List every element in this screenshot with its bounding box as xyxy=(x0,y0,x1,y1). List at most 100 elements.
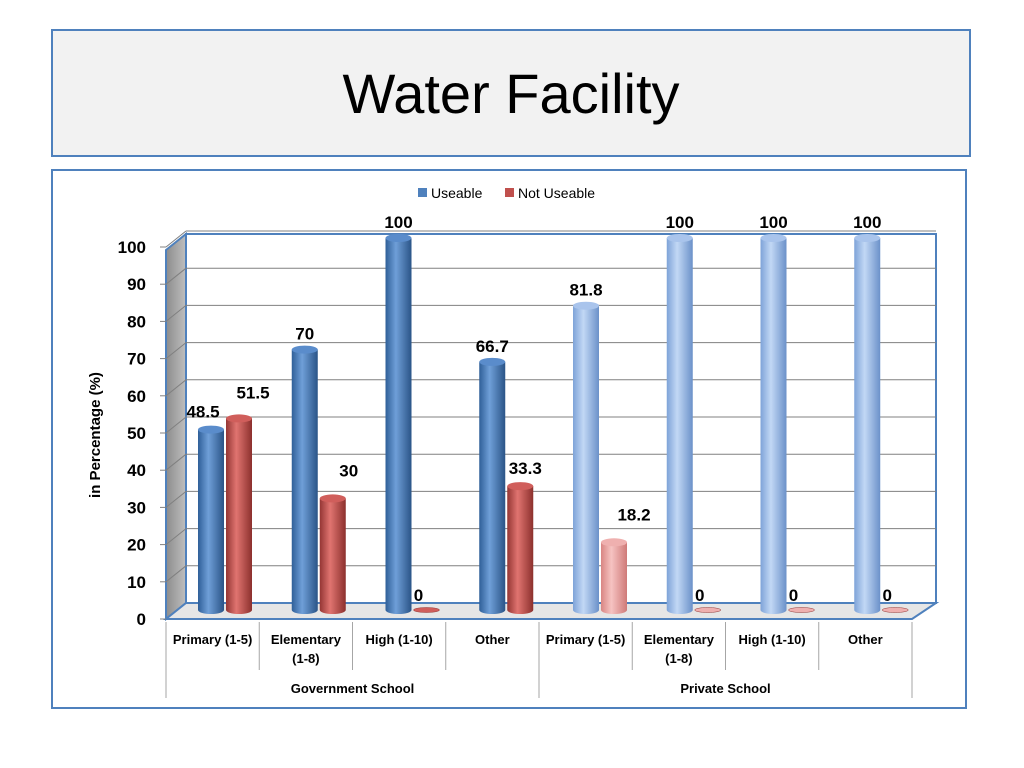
bar-body xyxy=(198,429,224,614)
bar-body xyxy=(507,486,534,614)
data-label: 30 xyxy=(339,461,358,480)
grid-line-side xyxy=(165,416,187,434)
bar-cap xyxy=(319,494,346,503)
data-label: 100 xyxy=(759,213,787,232)
grid-line-side xyxy=(165,379,187,397)
data-label: 51.5 xyxy=(236,383,269,402)
data-label: 81.8 xyxy=(569,281,602,300)
bar-cap-zero xyxy=(882,607,909,613)
bar-not-useable-4 xyxy=(601,538,627,614)
group-label: Private School xyxy=(680,681,770,696)
grid-line-side xyxy=(165,528,187,545)
bar-body xyxy=(601,542,627,614)
bar-useable-1 xyxy=(291,345,318,614)
grid-line-side xyxy=(165,305,187,322)
data-label: 33.3 xyxy=(509,459,542,478)
bar-not-useable-3 xyxy=(507,482,534,614)
bar-cap xyxy=(666,234,693,242)
bar-not-useable-1 xyxy=(319,494,346,614)
data-label: 100 xyxy=(384,213,412,232)
y-tick-label: 60 xyxy=(127,387,146,406)
bar-cap xyxy=(479,357,506,366)
bar-cap-zero xyxy=(413,607,440,613)
legend-label-useable: Useable xyxy=(431,185,483,201)
bar-body xyxy=(319,498,346,614)
legend-label-not-useable: Not Useable xyxy=(518,185,595,201)
bar-body xyxy=(291,349,318,614)
bar-not-useable-2 xyxy=(413,607,440,613)
grid-line-side xyxy=(165,230,187,248)
bar-useable-2 xyxy=(385,234,412,614)
plot-frame xyxy=(163,231,940,622)
y-tick-label: 50 xyxy=(127,424,146,443)
bar-body xyxy=(573,305,599,614)
bar-cap xyxy=(291,345,318,354)
bar-useable-7 xyxy=(854,234,881,614)
y-tick-label: 30 xyxy=(127,498,146,517)
data-label: 70 xyxy=(295,325,314,344)
grid-line-side xyxy=(165,565,187,583)
slide-title: Water Facility xyxy=(342,61,680,125)
y-tick-label: 80 xyxy=(127,312,146,331)
y-axis-ticks: 0 10 20 30 40 50 60 70 80 90 100 xyxy=(118,238,166,629)
plot-floor xyxy=(163,602,940,620)
slide-title-box: Water Facility xyxy=(51,29,971,157)
bar-cap-zero xyxy=(788,607,815,613)
bar-cap xyxy=(573,301,599,310)
plot-side-wall xyxy=(165,231,187,622)
bar-cap xyxy=(226,414,252,423)
bar-body xyxy=(226,418,252,614)
data-label: 48.5 xyxy=(186,403,219,422)
y-tick-label: 40 xyxy=(127,461,146,480)
bar-not-useable-7 xyxy=(882,607,909,613)
bars xyxy=(198,234,909,614)
legend: Useable Not Useable xyxy=(418,185,595,201)
bar-useable-5 xyxy=(666,234,693,614)
data-label: 100 xyxy=(666,213,694,232)
bar-cap xyxy=(198,425,224,434)
grid-line-side xyxy=(165,453,187,471)
category-label: Primary (1-5) xyxy=(173,632,252,647)
y-tick-label: 10 xyxy=(127,573,146,592)
bar-cap xyxy=(385,234,412,242)
data-label: 18.2 xyxy=(617,505,650,524)
bar-useable-6 xyxy=(760,234,787,614)
data-label: 0 xyxy=(414,586,423,605)
grid-line-side xyxy=(165,267,187,285)
y-tick-label: 0 xyxy=(137,610,146,629)
bar-body xyxy=(666,238,693,614)
grid-line-side xyxy=(165,491,187,508)
bar-body xyxy=(760,238,787,614)
category-label: High (1-10) xyxy=(739,632,806,647)
legend-swatch-useable xyxy=(418,188,427,197)
bar-cap-zero xyxy=(694,607,721,613)
data-label: 66.7 xyxy=(476,337,509,356)
category-label: Elementary xyxy=(271,632,342,647)
bar-cap xyxy=(601,538,627,547)
bar-cap xyxy=(760,234,787,242)
y-tick-label: 90 xyxy=(127,275,146,294)
y-tick-label: 20 xyxy=(127,536,146,555)
data-label: 100 xyxy=(853,213,881,232)
bar-useable-4 xyxy=(573,301,599,614)
bar-useable-0 xyxy=(198,425,224,614)
category-label: (1-8) xyxy=(292,651,319,666)
category-label: Elementary xyxy=(644,632,715,647)
bar-body xyxy=(385,238,412,614)
category-label: (1-8) xyxy=(665,651,692,666)
grid-line-side xyxy=(165,342,187,359)
bar-not-useable-5 xyxy=(694,607,721,613)
category-table: Primary (1-5) Elementary (1-8) High (1-10) O… xyxy=(165,622,913,698)
bar-cap xyxy=(854,234,881,242)
data-label: 0 xyxy=(695,586,704,605)
y-tick-label: 70 xyxy=(127,350,146,369)
y-axis-label: in Percentage (%) xyxy=(87,372,104,498)
data-label: 0 xyxy=(789,586,798,605)
data-labels: 48.5 51.5 70 30 100 0 66.7 33.3 81.8 18.2 100 0 100 0… xyxy=(186,213,892,605)
bar-not-useable-0 xyxy=(226,414,252,614)
category-label: Primary (1-5) xyxy=(546,632,625,647)
legend-swatch-not-useable xyxy=(505,188,514,197)
category-label: Other xyxy=(848,632,883,647)
bar-cap xyxy=(507,482,534,491)
